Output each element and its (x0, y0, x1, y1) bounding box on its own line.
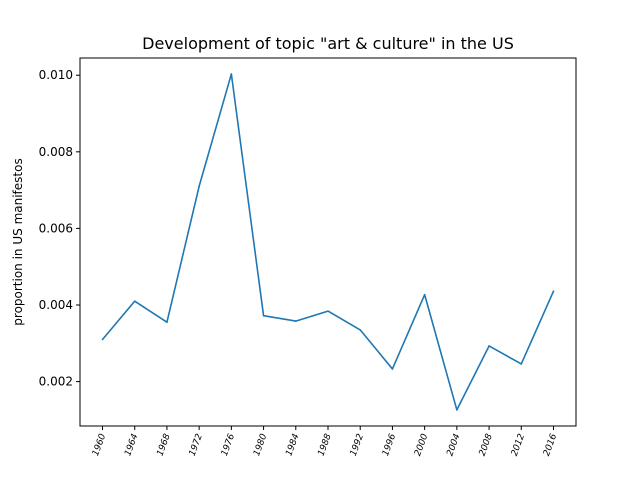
data-point (520, 363, 523, 365)
x-tick-label: 1972 (188, 432, 205, 457)
x-tick-label: 1988 (317, 432, 334, 457)
data-point (294, 320, 297, 322)
x-tick-label: 1996 (381, 432, 398, 457)
data-point (456, 409, 458, 411)
data-point (101, 338, 104, 341)
data-point (359, 329, 362, 331)
y-tick-label: 0.004 (39, 298, 73, 312)
y-tick-label: 0.006 (39, 221, 73, 235)
x-tick-label: 1964 (123, 432, 140, 457)
x-tick-label: 2016 (542, 432, 559, 457)
data-point (552, 290, 555, 293)
y-tick-label: 0.008 (39, 145, 73, 159)
plot-area: 0.002 0.004 0.006 0.008 0.010 1960 1964 1968 197… (39, 68, 560, 457)
y-tick-label: 0.002 (39, 375, 73, 389)
data-point (488, 345, 490, 347)
data-point (166, 321, 168, 324)
plot-frame (79, 57, 577, 427)
y-tick-label: 0.010 (39, 68, 73, 82)
x-tick-label: 1960 (91, 432, 108, 457)
x-tick-label: 2008 (478, 432, 495, 457)
series-line (101, 73, 555, 411)
x-tick-label: 1976 (220, 432, 237, 457)
data-point (391, 368, 394, 370)
y-axis-label: proportion in US manifestos (11, 158, 25, 325)
x-tick-label: 2012 (510, 432, 527, 457)
data-point (423, 293, 426, 296)
data-point (133, 300, 136, 302)
data-point (327, 310, 329, 312)
x-tick-label: 2004 (445, 432, 462, 457)
x-tick-label: 1968 (156, 432, 173, 457)
x-tick-label: 1984 (284, 432, 301, 457)
chart-title: Development of topic "art & culture" in … (142, 34, 514, 53)
data-point (198, 185, 200, 188)
x-tick-label: 1992 (349, 432, 366, 457)
x-tick-label: 1980 (252, 432, 269, 457)
data-point (230, 73, 233, 75)
x-tick-label: 2000 (413, 432, 430, 457)
data-point (262, 314, 265, 317)
